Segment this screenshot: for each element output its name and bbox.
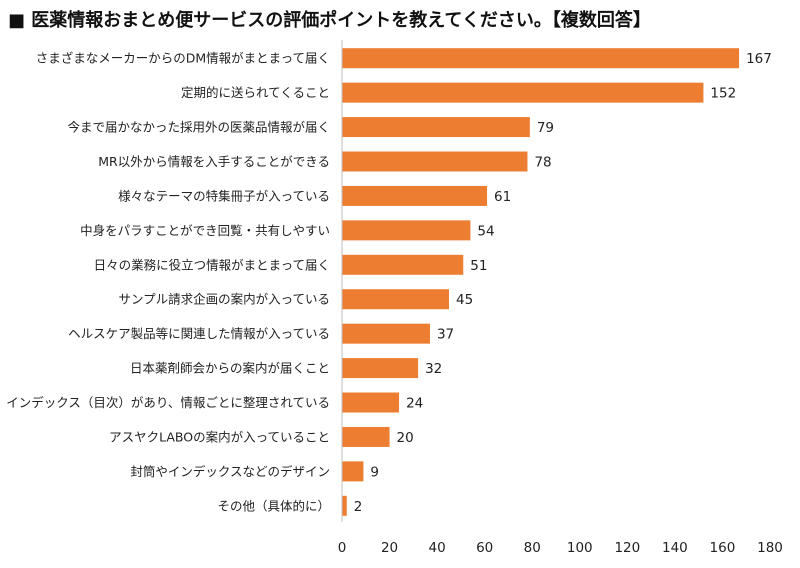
data-label: 2 [354, 499, 363, 515]
data-label: 9 [370, 464, 379, 480]
x-tick-label: 120 [614, 540, 640, 556]
data-label: 167 [746, 51, 772, 67]
category-label: サンプル請求企画の案内が入っている [118, 292, 330, 307]
data-label: 20 [397, 430, 414, 446]
bar [342, 151, 528, 172]
data-label: 152 [710, 86, 736, 102]
data-label: 24 [406, 396, 423, 412]
data-label: 78 [534, 155, 551, 171]
data-label: 37 [437, 327, 454, 343]
bar [342, 254, 464, 275]
x-tick-label: 40 [429, 540, 446, 556]
bar [342, 48, 740, 69]
x-tick-label: 100 [567, 540, 593, 556]
data-label: 45 [456, 292, 473, 308]
x-tick-label: 0 [338, 540, 347, 556]
category-label: 日本薬剤師会からの案内が届くこと [130, 361, 330, 376]
chart-title: ■ 医薬情報おまとめ便サービスの評価ポイントを教えてください。【複数回答】 [8, 10, 651, 31]
x-tick-label: 80 [524, 540, 541, 556]
data-label: 54 [477, 223, 494, 239]
category-label: その他（具体的に） [217, 498, 330, 513]
x-tick-label: 160 [710, 540, 736, 556]
category-label: 封筒やインデックスなどのデザイン [130, 464, 330, 479]
data-label: 79 [537, 120, 554, 136]
category-label: 様々なテーマの特集冊子が入っている [118, 188, 330, 203]
category-label: 日々の業務に役立つ情報がまとまって届く [94, 257, 330, 272]
data-label: 51 [470, 258, 487, 274]
bar [342, 426, 390, 447]
bar [342, 289, 449, 310]
data-label: 32 [425, 361, 442, 377]
bar [342, 461, 364, 482]
category-label: さまざまなメーカーからのDM情報がまとまって届く [36, 51, 330, 66]
category-label: 今まで届かなかった採用外の医薬品情報が届く [67, 120, 330, 135]
x-tick-label: 180 [757, 540, 783, 556]
bar [342, 220, 471, 241]
category-label: 中身をパラすことができ回覧・共有しやすい [80, 223, 330, 238]
data-label: 61 [494, 189, 511, 205]
x-tick-label: 140 [662, 540, 688, 556]
bar [342, 185, 488, 206]
bar [342, 323, 430, 344]
category-label: ヘルスケア製品等に関連した情報が入っている [68, 326, 330, 341]
x-tick-label: 20 [381, 540, 398, 556]
bar [342, 117, 530, 138]
bar [342, 392, 400, 413]
bar [342, 358, 419, 379]
category-label: アスヤクLABOの案内が入っていること [109, 429, 330, 444]
category-label: MR以外から情報を入手することができる [98, 154, 330, 169]
category-label: 定期的に送られてくること [181, 85, 330, 100]
bar [342, 495, 347, 516]
bar [342, 82, 704, 103]
x-tick-label: 60 [476, 540, 493, 556]
category-label: インデックス（目次）があり、情報ごとに整理されている [6, 395, 330, 410]
